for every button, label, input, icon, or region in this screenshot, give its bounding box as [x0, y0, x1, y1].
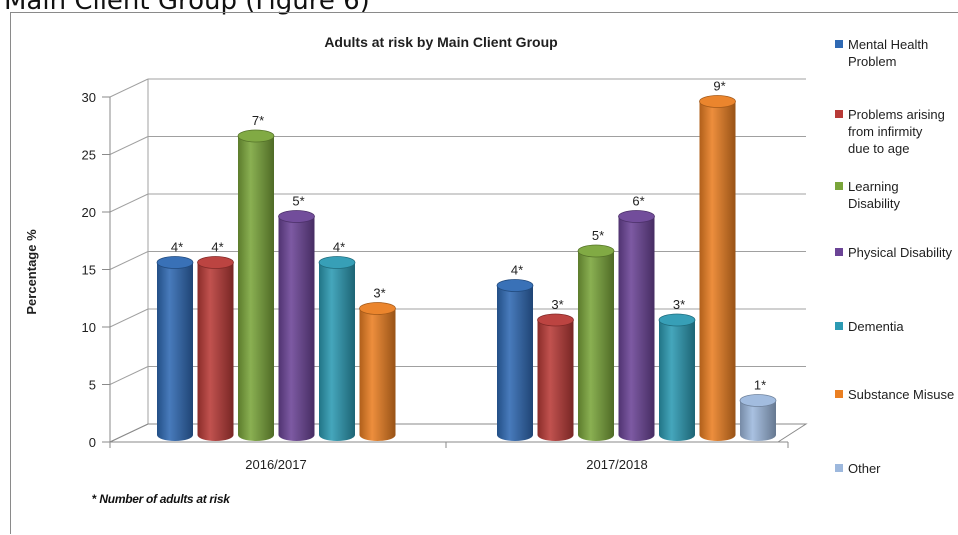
- bar-body: [197, 262, 234, 441]
- bar: [739, 394, 777, 441]
- bar: [359, 302, 396, 441]
- bar-body: [618, 216, 655, 441]
- bar-top: [537, 313, 574, 327]
- chart-frame: [10, 12, 958, 534]
- grid-diagonal: [109, 78, 149, 98]
- legend-item: Learning Disability: [835, 178, 900, 212]
- legend-label: Learning Disability: [848, 179, 901, 211]
- legend-swatch: [835, 248, 843, 256]
- data-label: 3*: [673, 297, 685, 312]
- bar: [537, 313, 574, 441]
- grid-diagonal: [109, 193, 149, 213]
- bar: [618, 210, 655, 441]
- bar-top: [237, 129, 275, 143]
- y-axis-label: Percentage %: [24, 229, 39, 315]
- bar-body: [578, 251, 614, 441]
- legend-item: Dementia: [835, 318, 904, 335]
- bar-top: [156, 256, 194, 269]
- bar-body: [319, 262, 355, 441]
- bar: [699, 95, 736, 441]
- bar-top: [577, 244, 615, 258]
- legend-swatch: [835, 110, 843, 118]
- bar: [577, 244, 615, 441]
- data-label: 4*: [171, 240, 183, 255]
- legend-item: Substance Misuse: [835, 386, 954, 403]
- data-label: 5*: [592, 228, 604, 243]
- bar-body: [238, 136, 274, 441]
- bar-top: [359, 302, 396, 315]
- data-labels: 4* 4* 7* 5* 4* 3* 4* 3* 5* 6* 3* 9* 1*: [171, 79, 766, 393]
- bar-top: [318, 256, 356, 269]
- legend-label: Substance Misuse: [848, 387, 955, 402]
- bar-body: [659, 320, 695, 441]
- legend-label: Dementia: [848, 319, 904, 334]
- bar-top: [699, 95, 736, 108]
- data-label: 3*: [551, 297, 563, 312]
- legend-label: Mental Health Problem: [848, 37, 929, 69]
- bar-body: [699, 101, 736, 441]
- bar-body: [157, 262, 193, 441]
- bar: [237, 129, 275, 441]
- bar-top: [278, 210, 315, 223]
- y-tick-label: 5: [89, 378, 96, 393]
- data-label: 4*: [333, 240, 345, 255]
- data-label: 6*: [632, 194, 644, 209]
- grid-diagonal: [109, 251, 149, 270]
- y-tick-label: 25: [82, 148, 96, 163]
- legend-swatch: [835, 390, 843, 398]
- legend-swatch: [835, 182, 843, 190]
- bar-body: [278, 216, 315, 441]
- bar: [278, 210, 315, 441]
- bar-top: [618, 210, 655, 223]
- data-label: 9*: [713, 79, 725, 94]
- bar-top: [739, 394, 777, 407]
- legend-swatch: [835, 40, 843, 48]
- data-label: 3*: [373, 286, 385, 301]
- bar: [197, 256, 234, 441]
- bar-body: [740, 400, 776, 441]
- bar-top: [658, 313, 696, 327]
- legend-label: Problems arising from infirmity due to age: [848, 107, 945, 156]
- bar: [156, 256, 194, 441]
- x-tick-label: 2017/2018: [586, 457, 647, 472]
- legend-item: Other: [835, 460, 881, 477]
- bar: [658, 313, 696, 441]
- data-label: 4*: [511, 263, 523, 278]
- legend-item: Physical Disability: [835, 244, 952, 261]
- grid-diagonal: [109, 366, 149, 385]
- bar: [496, 279, 534, 441]
- legend-label: Physical Disability: [848, 245, 953, 260]
- legend-label: Other: [848, 461, 881, 476]
- bar-body: [537, 320, 574, 441]
- legend-item: Problems arising from infirmity due to age: [835, 106, 945, 157]
- footnote: * Number of adults at risk: [92, 492, 230, 506]
- legend-item: Mental Health Problem: [835, 36, 928, 70]
- chart-title: Adults at risk by Main Client Group: [324, 34, 557, 50]
- floor: [109, 423, 808, 443]
- bars: [156, 95, 777, 441]
- bar-body: [497, 285, 533, 441]
- y-tick-label: 30: [82, 90, 96, 105]
- y-tick-label: 10: [82, 320, 96, 335]
- y-tick-label: 15: [82, 263, 96, 278]
- x-tick-label: 2016/2017: [245, 457, 306, 472]
- footnote-star: *: [92, 492, 97, 506]
- data-label: 1*: [754, 378, 766, 393]
- bar: [318, 256, 356, 441]
- data-label: 7*: [252, 113, 264, 128]
- footnote-text: Number of adults at risk: [99, 492, 230, 506]
- y-tick-label: 20: [82, 205, 96, 220]
- grid-diagonal: [109, 308, 149, 328]
- y-tick-label: 0: [89, 435, 96, 450]
- legend-swatch: [835, 322, 843, 330]
- bar-body: [359, 308, 396, 441]
- data-label: 4*: [211, 240, 223, 255]
- axes: 0 5 10 15 20 25 30 2016/2017 2017/2018: [82, 90, 808, 472]
- data-label: 5*: [292, 194, 304, 209]
- bar-top: [496, 279, 534, 292]
- bar-top: [197, 256, 234, 269]
- grid-diagonal: [109, 136, 149, 155]
- legend-swatch: [835, 464, 843, 472]
